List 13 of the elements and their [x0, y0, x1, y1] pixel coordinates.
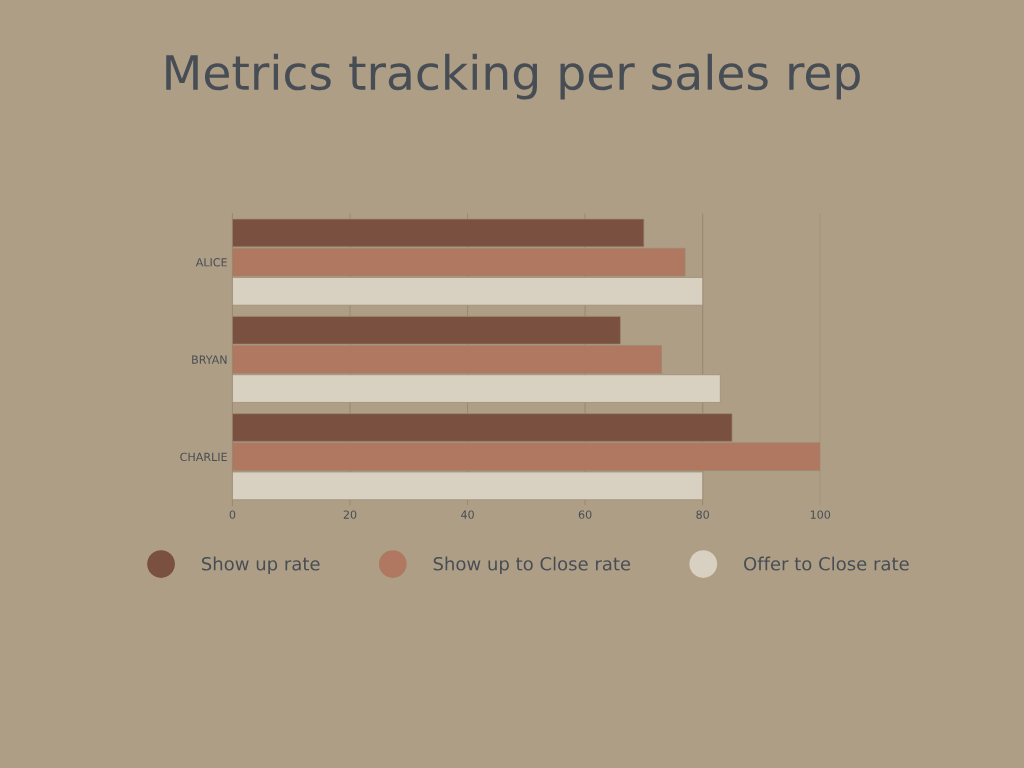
x-tick-label: 80 [696, 510, 709, 519]
legend-label: Offer to Close rate [744, 556, 909, 571]
x-tick-label: 60 [578, 510, 592, 519]
legend-label: Show up to Close rate [433, 556, 631, 575]
y-tick-label: BRYAN [192, 355, 227, 364]
x-tick-label: 20 [343, 510, 357, 519]
legend-label: Show up rate [201, 556, 320, 575]
x-tick-label: 0 [229, 510, 236, 519]
y-tick-label: CHARLIE [180, 452, 227, 462]
chart-title: Metrics tracking per sales rep [166, 53, 860, 100]
x-tick-label: 100 [810, 510, 831, 519]
x-tick-label: 40 [461, 510, 474, 519]
y-tick-label: ALICE [195, 258, 227, 267]
